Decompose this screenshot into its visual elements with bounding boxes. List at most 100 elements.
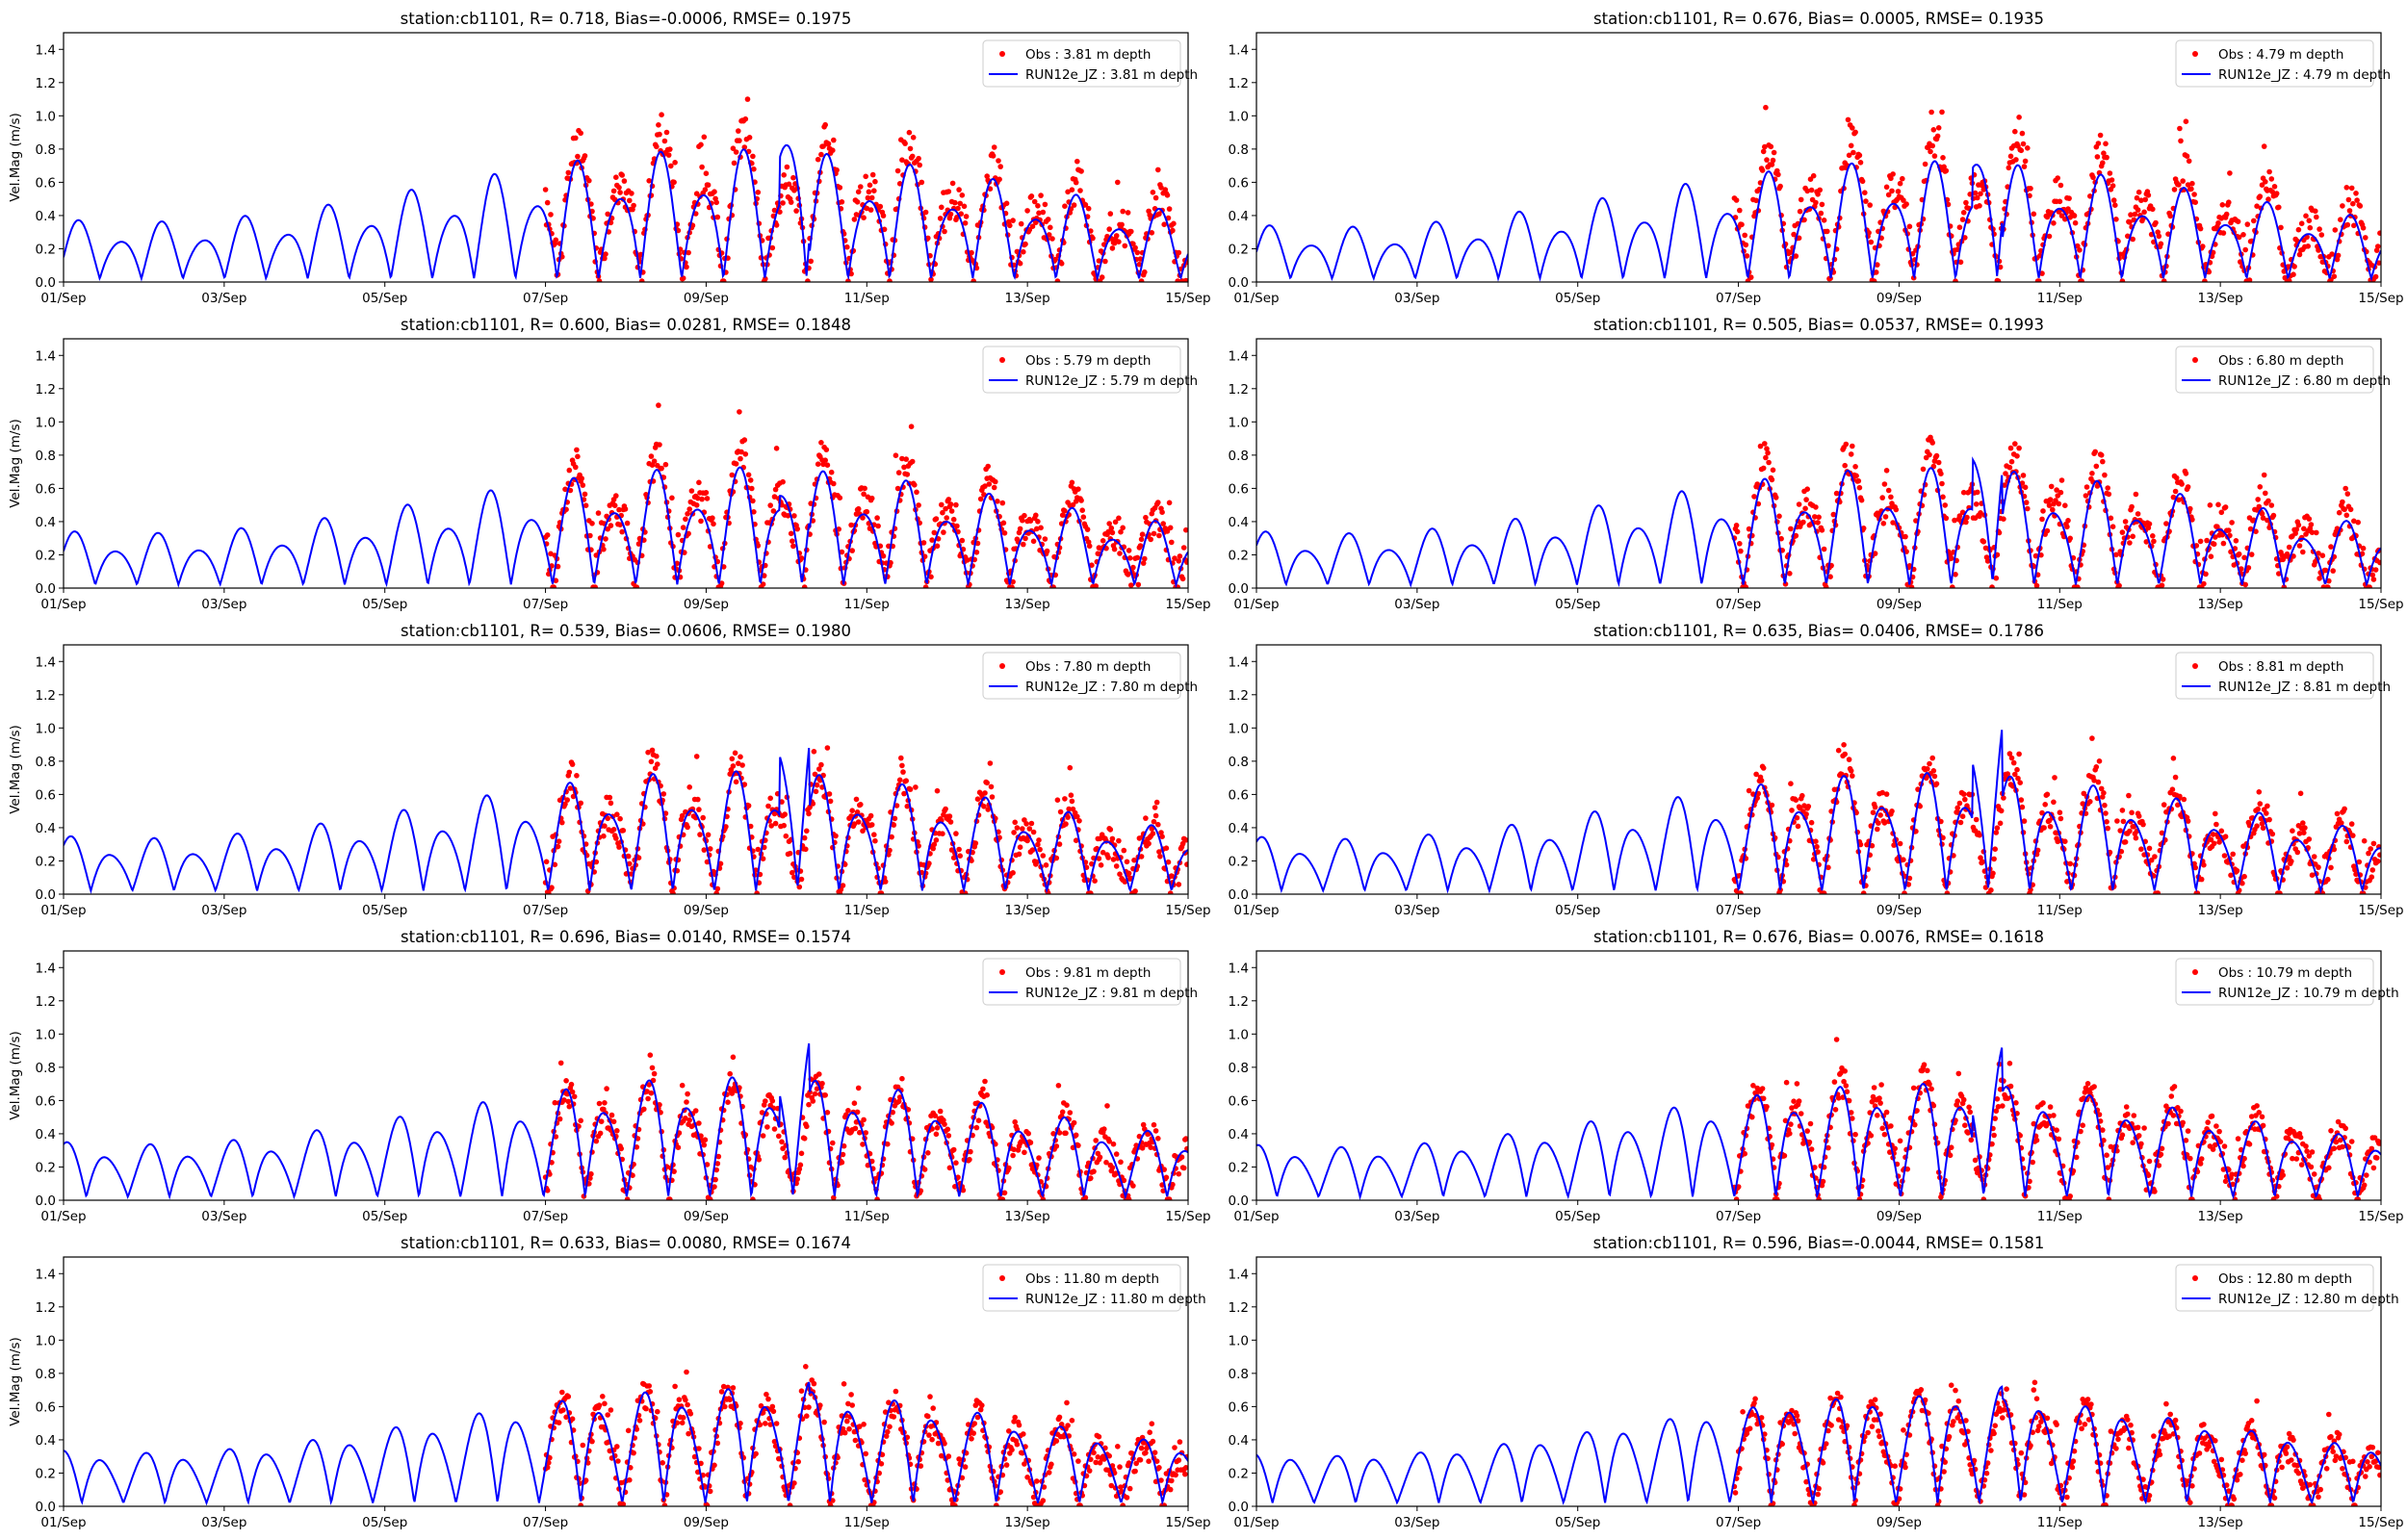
obs-point xyxy=(2007,445,2014,451)
obs-point xyxy=(1066,806,1072,812)
obs-point xyxy=(804,1123,810,1130)
x-tick-label: 11/Sep xyxy=(844,903,890,918)
obs-point xyxy=(2130,236,2135,243)
obs-point xyxy=(608,1112,615,1118)
obs-point xyxy=(2347,506,2354,513)
obs-point xyxy=(953,831,959,836)
obs-point xyxy=(943,806,948,812)
y-tick-label: 1.4 xyxy=(1229,654,1249,670)
obs-point xyxy=(1011,1146,1017,1153)
obs-point xyxy=(1105,855,1111,860)
obs-point xyxy=(947,211,954,218)
obs-point xyxy=(2354,197,2360,203)
obs-point xyxy=(2134,194,2140,201)
obs-point xyxy=(2042,802,2048,808)
obs-point xyxy=(703,490,710,496)
obs-point xyxy=(913,784,919,790)
obs-point xyxy=(1901,857,1906,862)
obs-point xyxy=(1959,217,1966,222)
obs-point xyxy=(1803,811,1809,817)
obs-point xyxy=(1068,792,1074,798)
obs-point xyxy=(2336,509,2342,516)
obs-point xyxy=(2339,820,2344,826)
obs-point xyxy=(1929,142,1935,149)
obs-point xyxy=(652,765,659,771)
obs-point xyxy=(1011,830,1017,835)
obs-point xyxy=(1943,167,1950,174)
x-tick-label: 05/Sep xyxy=(1555,597,1600,612)
obs-point xyxy=(559,819,565,826)
obs-point xyxy=(1007,222,1013,229)
obs-point xyxy=(616,506,622,513)
obs-point xyxy=(1739,221,1745,228)
obs-point xyxy=(1170,227,1176,234)
obs-point xyxy=(771,494,778,500)
obs-point xyxy=(1149,826,1155,832)
obs-point xyxy=(661,138,668,144)
obs-point xyxy=(1109,245,1116,251)
obs-point xyxy=(2246,277,2253,282)
obs-point xyxy=(921,1167,928,1172)
y-axis-label: Vel.Mag (m/s) xyxy=(8,419,23,508)
obs-point xyxy=(1152,194,1159,201)
obs-point xyxy=(2350,833,2356,838)
obs-point xyxy=(543,859,550,865)
obs-point xyxy=(2180,178,2186,184)
obs-point xyxy=(1063,821,1069,827)
obs-point xyxy=(1148,1144,1153,1150)
obs-point xyxy=(611,502,618,508)
obs-point xyxy=(1180,545,1187,551)
obs-point xyxy=(1088,890,1094,894)
obs-point xyxy=(849,808,855,813)
obs-point xyxy=(2300,820,2306,826)
obs-point xyxy=(967,1156,972,1163)
obs-point xyxy=(2331,273,2338,280)
x-tick-label: 01/Sep xyxy=(40,597,86,612)
obs-point xyxy=(1030,538,1037,545)
obs-point xyxy=(1856,1196,1863,1200)
obs-point xyxy=(987,760,994,766)
obs-point xyxy=(1873,270,1879,275)
obs-point xyxy=(831,480,837,487)
obs-point xyxy=(1821,890,1827,894)
obs-point xyxy=(860,515,866,521)
obs-point xyxy=(946,813,953,819)
chart-panel-5: station:cb1101, R= 0.539, Bias= 0.0606, … xyxy=(8,622,1211,918)
obs-point xyxy=(2055,175,2060,181)
obs-point xyxy=(1776,513,1782,520)
obs-point xyxy=(2145,192,2152,198)
x-tick-label: 15/Sep xyxy=(1165,291,1210,306)
obs-point xyxy=(1794,814,1800,821)
obs-point xyxy=(969,249,974,256)
obs-point xyxy=(889,1120,894,1126)
obs-point xyxy=(2269,831,2276,837)
obs-point xyxy=(1769,802,1775,808)
obs-point xyxy=(1022,1149,1027,1156)
obs-point xyxy=(875,523,881,529)
y-tick-label: 1.4 xyxy=(36,961,56,976)
x-tick-label: 01/Sep xyxy=(40,903,86,918)
legend-model-label: RUN12e_JZ : 8.81 m depth xyxy=(2218,680,2391,695)
obs-point xyxy=(2351,222,2357,229)
obs-point xyxy=(1933,452,1940,459)
obs-point xyxy=(1082,1194,1089,1200)
obs-point xyxy=(2089,471,2095,476)
obs-point xyxy=(902,141,908,146)
obs-point xyxy=(1825,243,1831,249)
obs-point xyxy=(891,822,897,828)
obs-point xyxy=(894,485,901,492)
obs-point xyxy=(588,1170,594,1177)
obs-point xyxy=(2110,197,2117,203)
obs-point xyxy=(551,584,556,588)
obs-point xyxy=(2135,511,2141,517)
obs-point xyxy=(683,516,688,523)
obs-point xyxy=(2218,828,2225,834)
obs-point xyxy=(1978,855,1983,860)
obs-point xyxy=(1764,1104,1770,1110)
obs-point xyxy=(624,520,631,526)
obs-point xyxy=(1813,838,1819,844)
obs-point xyxy=(1895,189,1902,194)
obs-point xyxy=(824,462,831,469)
obs-point xyxy=(945,497,952,502)
